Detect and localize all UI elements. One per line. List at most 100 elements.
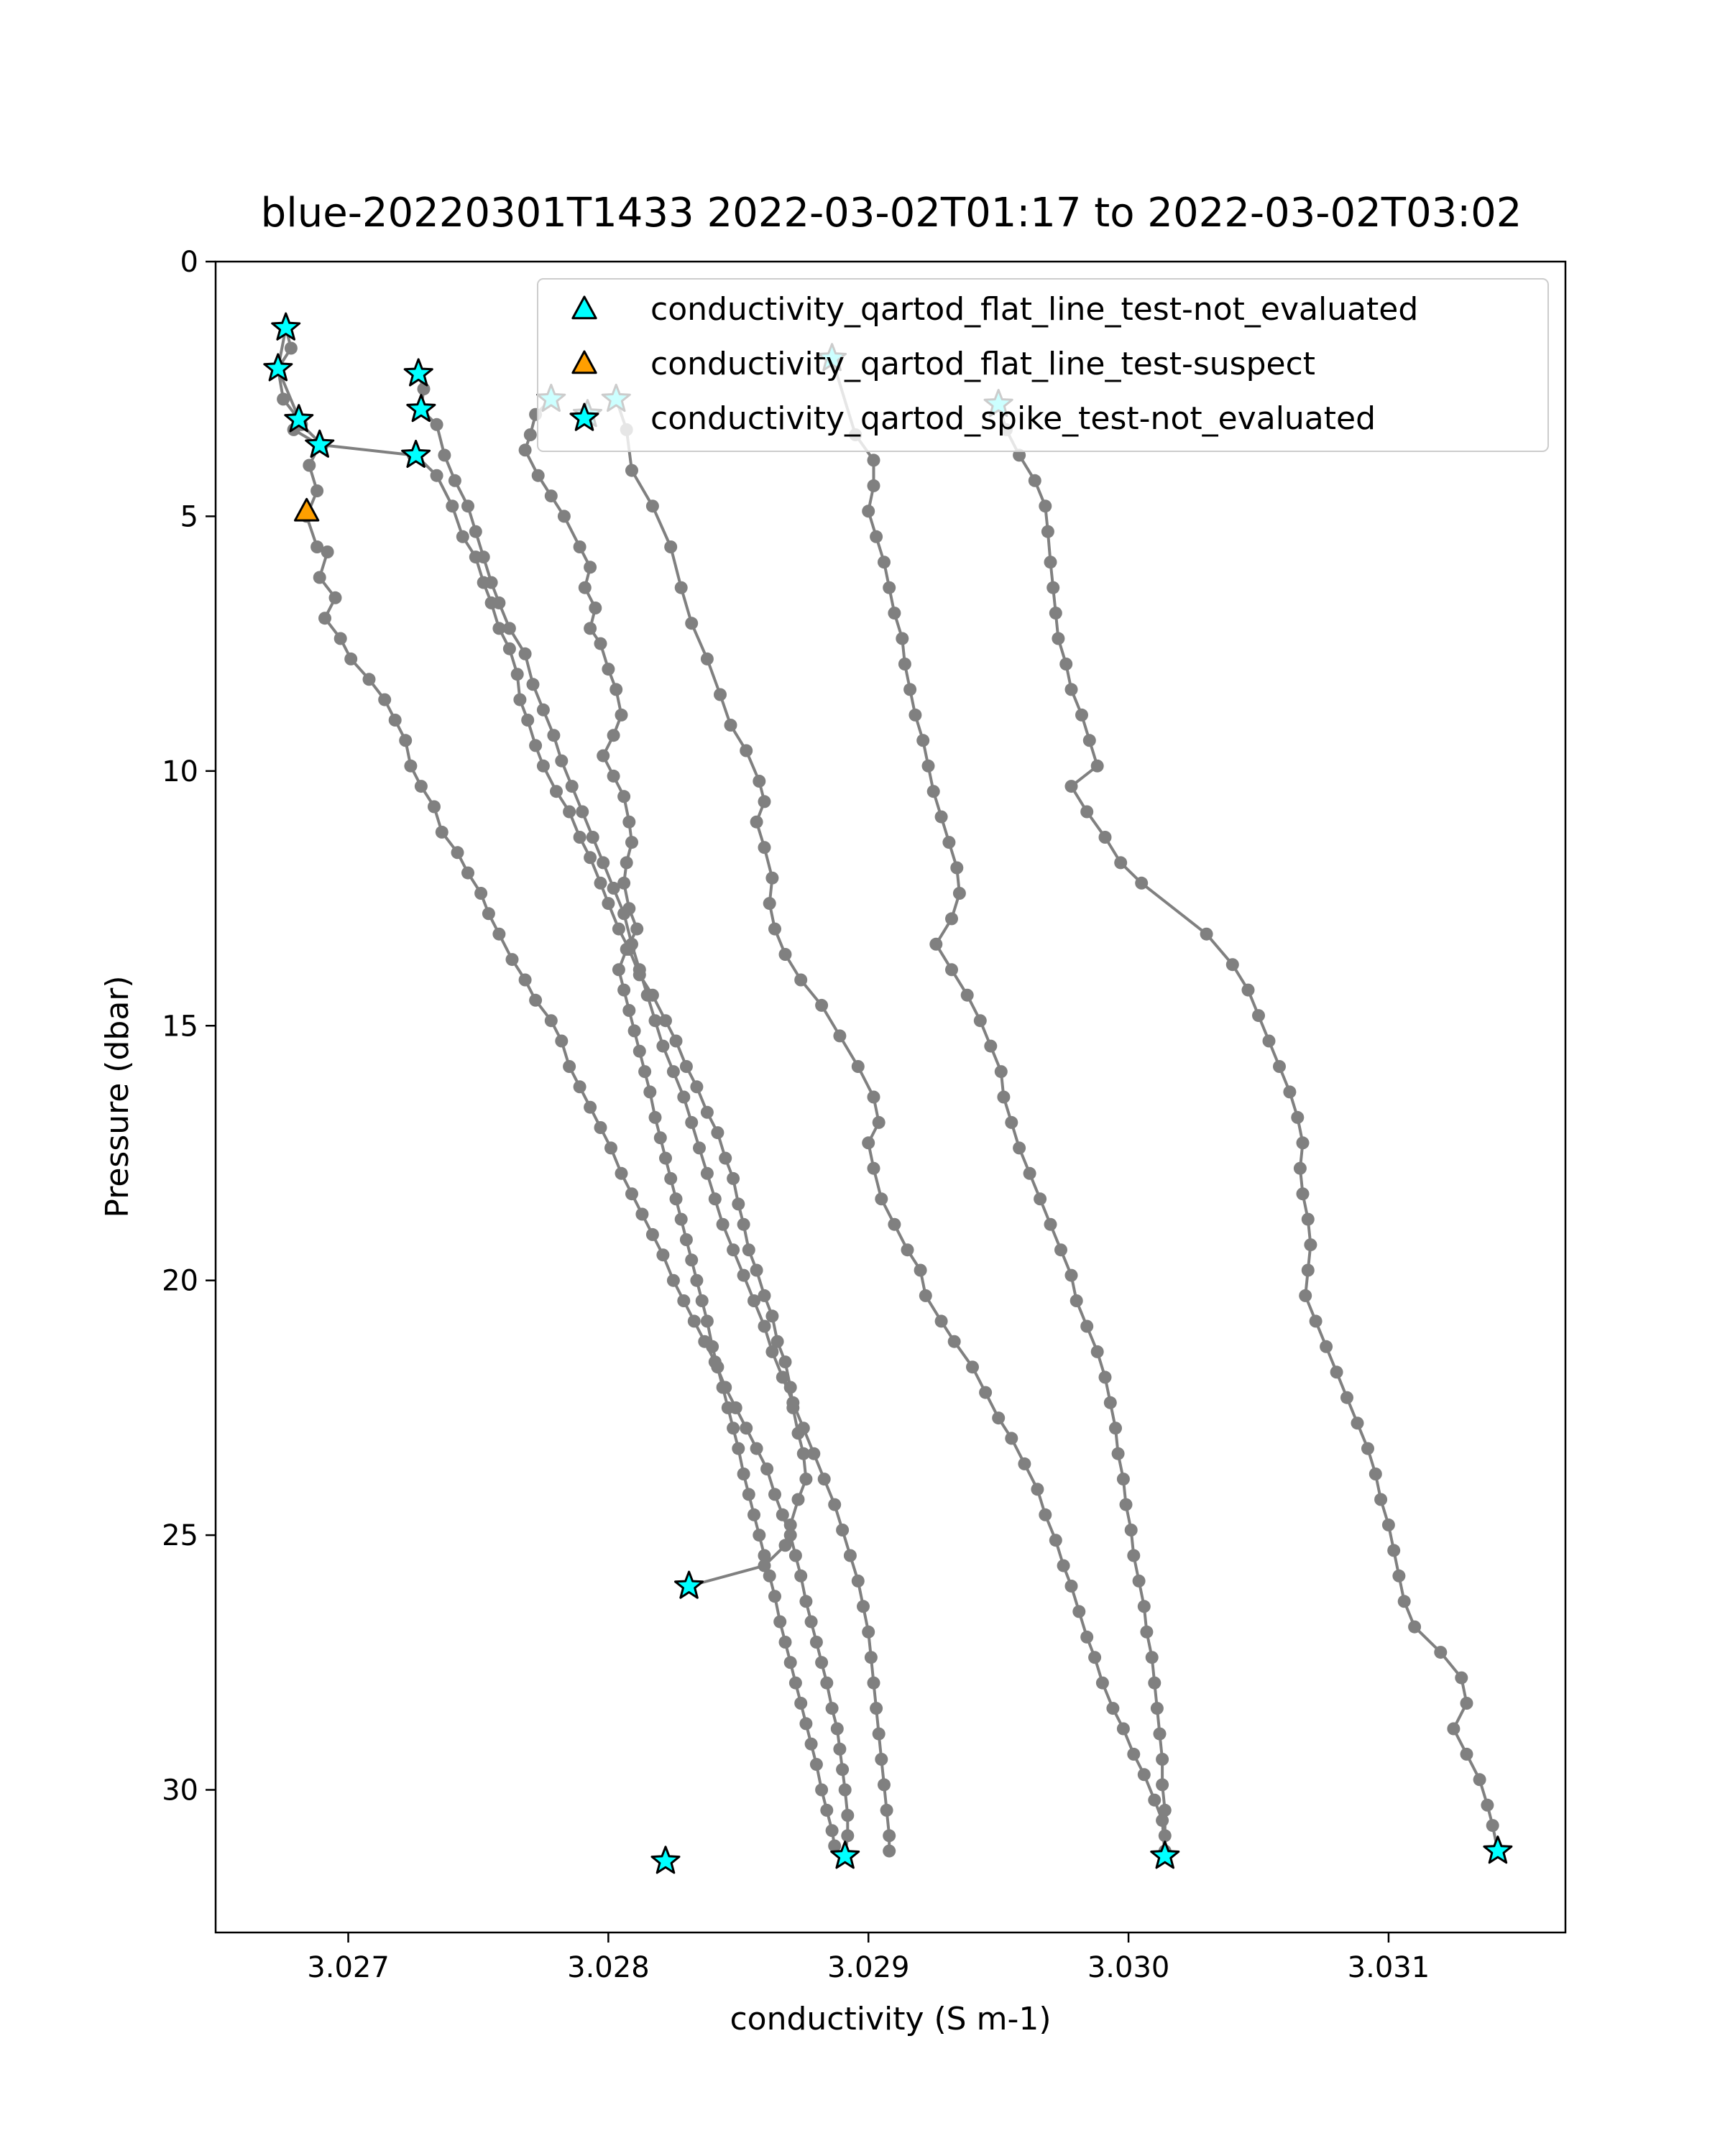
data-point: [919, 1289, 932, 1302]
y-tick-label: 20: [162, 1265, 198, 1298]
data-point: [1127, 1549, 1141, 1562]
data-point: [1046, 581, 1060, 594]
data-point: [615, 1166, 628, 1180]
spike-test-flag-marker: [284, 404, 314, 433]
data-point: [627, 1024, 641, 1038]
x-tick-label: 3.027: [307, 1951, 390, 1984]
data-point: [597, 856, 610, 870]
data-point: [399, 734, 413, 747]
data-point: [753, 775, 766, 788]
data-point: [414, 780, 428, 793]
spike-test-flag-marker: [650, 1846, 681, 1874]
data-point: [695, 1294, 709, 1307]
data-point: [513, 693, 527, 706]
data-point: [817, 1473, 831, 1486]
data-point: [979, 1386, 993, 1399]
data-point: [1252, 1009, 1265, 1023]
data-point: [310, 484, 324, 497]
data-point: [750, 815, 763, 829]
data-point: [758, 1319, 771, 1333]
data-point: [630, 922, 644, 936]
data-point: [742, 1488, 755, 1501]
data-point: [1098, 831, 1112, 844]
data-point: [719, 1151, 732, 1165]
series-7: [992, 397, 1504, 1858]
data-point: [529, 739, 543, 752]
data-point: [750, 1442, 763, 1455]
data-point: [526, 678, 540, 691]
data-point: [1137, 1768, 1151, 1782]
data-point: [492, 927, 506, 941]
data-point: [851, 1574, 865, 1588]
legend-entry-3: conductivity_qartod_spike_test-not_evalu…: [569, 400, 1376, 437]
data-point: [518, 647, 532, 660]
data-point: [531, 469, 545, 482]
data-point: [666, 1273, 680, 1287]
data-point: [659, 1014, 672, 1028]
legend-label: conductivity_qartod_flat_line_test-suspe…: [650, 346, 1315, 382]
data-point: [477, 550, 490, 564]
data-point: [714, 688, 727, 701]
data-point: [732, 1442, 745, 1455]
data-point: [690, 1080, 704, 1094]
data-point: [799, 1595, 813, 1608]
data-point: [505, 953, 519, 967]
data-point: [883, 1844, 896, 1858]
data-point: [536, 703, 550, 717]
data-point: [362, 673, 376, 686]
spike-test-flag-marker: [271, 312, 301, 341]
data-point: [1124, 1524, 1138, 1537]
data-point: [1460, 1697, 1473, 1710]
data-point: [638, 1065, 652, 1079]
data-point: [788, 1549, 802, 1562]
data-point: [544, 1014, 558, 1028]
data-point: [872, 1115, 886, 1129]
data-point: [1114, 856, 1128, 870]
data-point: [1005, 1432, 1018, 1445]
data-point: [898, 658, 911, 671]
data-point: [815, 998, 829, 1012]
data-point: [1455, 1671, 1468, 1685]
data-point: [700, 652, 714, 665]
data-point: [870, 1702, 883, 1715]
data-point: [737, 1217, 750, 1231]
data-point: [1013, 1141, 1026, 1155]
data-point: [1116, 1722, 1130, 1736]
data-point: [748, 1508, 760, 1521]
spike-test-flag-marker: [406, 394, 436, 423]
series-3: [412, 367, 896, 1858]
data-point: [1150, 1702, 1164, 1715]
data-point: [1041, 525, 1054, 538]
data-point: [1090, 759, 1104, 773]
data-point: [645, 499, 659, 513]
data-point: [573, 540, 586, 553]
data-point: [563, 1060, 576, 1073]
data-point: [502, 622, 516, 635]
data-point: [997, 1090, 1011, 1104]
data-point: [1106, 1702, 1120, 1715]
data-point: [1156, 1753, 1169, 1766]
data-point: [679, 1233, 693, 1246]
data-point: [344, 652, 358, 665]
legend-entry-1: conductivity_qartod_flat_line_test-not_e…: [571, 291, 1418, 328]
data-point: [1044, 1217, 1057, 1231]
data-point: [1103, 1396, 1117, 1409]
data-point: [783, 1518, 797, 1531]
data-point: [916, 734, 930, 747]
data-point: [1145, 1651, 1159, 1664]
data-point: [565, 780, 579, 793]
data-point: [448, 474, 461, 487]
data-point: [1064, 1580, 1078, 1593]
data-point: [700, 1314, 714, 1328]
legend-label: conductivity_qartod_spike_test-not_evalu…: [650, 400, 1376, 437]
data-point: [1330, 1365, 1343, 1379]
series-4: [518, 392, 842, 1853]
plot-area-frame: [214, 260, 1567, 1934]
data-point: [1158, 1829, 1172, 1843]
data-point: [622, 902, 636, 916]
data-point: [830, 1722, 844, 1736]
data-point: [1283, 1085, 1297, 1099]
data-point: [643, 1085, 657, 1099]
data-point: [492, 622, 506, 635]
data-point: [378, 693, 392, 706]
